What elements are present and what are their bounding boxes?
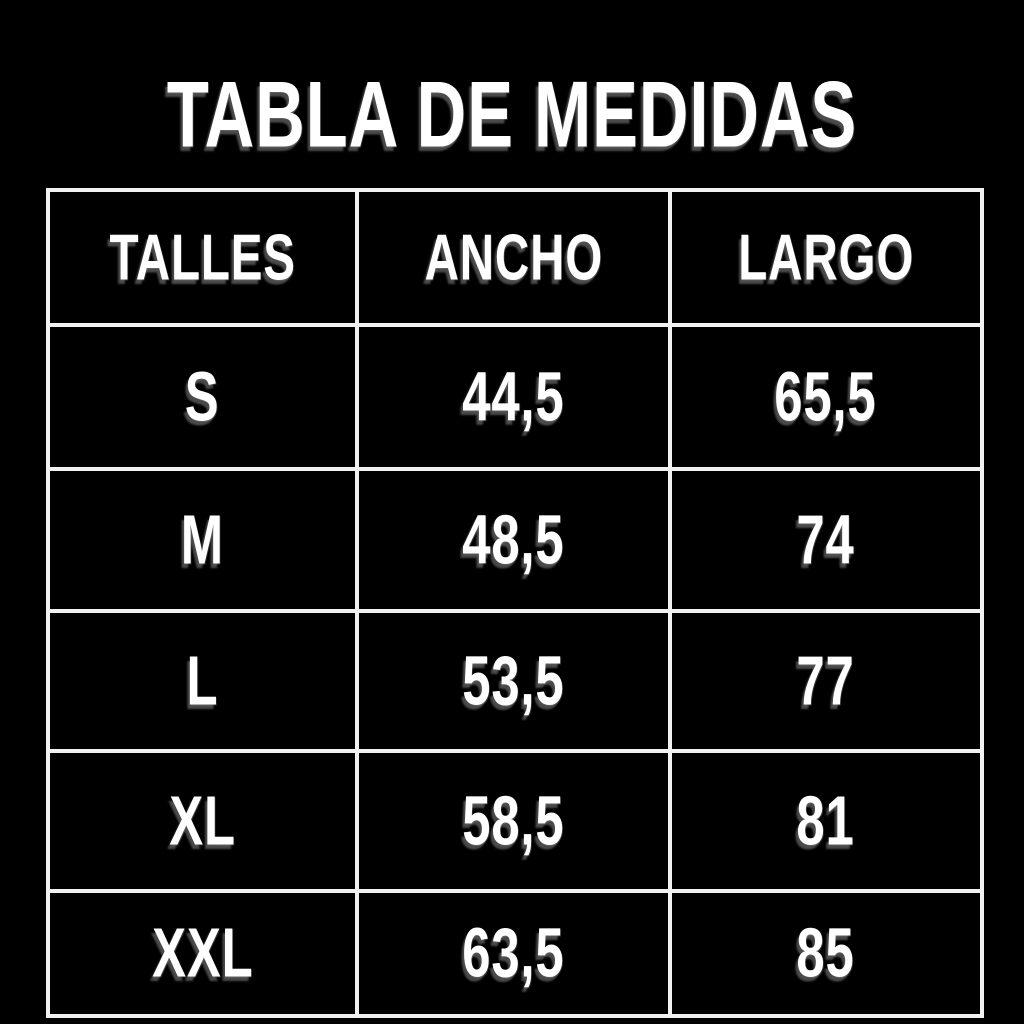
cell-text: 81	[796, 782, 855, 860]
size-table: TALLES ANCHO LARGO S 44,5 65,5 M 48,5 74…	[46, 188, 984, 1018]
cell-text: 44,5	[462, 358, 565, 436]
cell-size-xxl: XXL	[50, 893, 356, 1014]
cell-text: 74	[796, 501, 855, 579]
cell-text: 58,5	[462, 782, 565, 860]
cell-text: XXL	[151, 914, 254, 993]
cell-ancho-m: 48,5	[359, 471, 668, 609]
cell-largo-s: 65,5	[671, 327, 980, 467]
cell-ancho-l: 53,5	[359, 613, 668, 749]
cell-ancho-xl: 58,5	[359, 753, 668, 889]
cell-size-m: M	[50, 471, 356, 609]
cell-largo-m: 74	[671, 471, 980, 609]
column-header-text: TALLES	[109, 221, 296, 294]
cell-largo-xl: 81	[671, 753, 980, 889]
cell-text: S	[185, 358, 221, 436]
cell-text: 53,5	[462, 642, 565, 720]
cell-text: 85	[796, 914, 855, 993]
cell-ancho-xxl: 63,5	[359, 893, 668, 1014]
cell-largo-l: 77	[671, 613, 980, 749]
page-title-text: TABLA DE MEDIDAS	[166, 60, 858, 167]
column-header-ancho: ANCHO	[359, 192, 668, 323]
cell-text: 65,5	[774, 358, 877, 436]
column-header-largo: LARGO	[671, 192, 980, 323]
cell-text: 63,5	[462, 914, 565, 993]
column-header-text: LARGO	[737, 221, 914, 294]
column-header-talles: TALLES	[50, 192, 356, 323]
page-title: TABLA DE MEDIDAS	[0, 58, 1024, 170]
cell-text: L	[186, 642, 219, 720]
cell-text: 48,5	[462, 501, 565, 579]
cell-largo-xxl: 85	[671, 893, 980, 1014]
cell-size-xl: XL	[50, 753, 356, 889]
cell-text: 77	[796, 642, 855, 720]
column-header-text: ANCHO	[424, 221, 603, 294]
cell-size-l: L	[50, 613, 356, 749]
cell-size-s: S	[50, 327, 356, 467]
cell-text: M	[181, 501, 225, 579]
cell-text: XL	[169, 782, 236, 860]
cell-ancho-s: 44,5	[359, 327, 668, 467]
